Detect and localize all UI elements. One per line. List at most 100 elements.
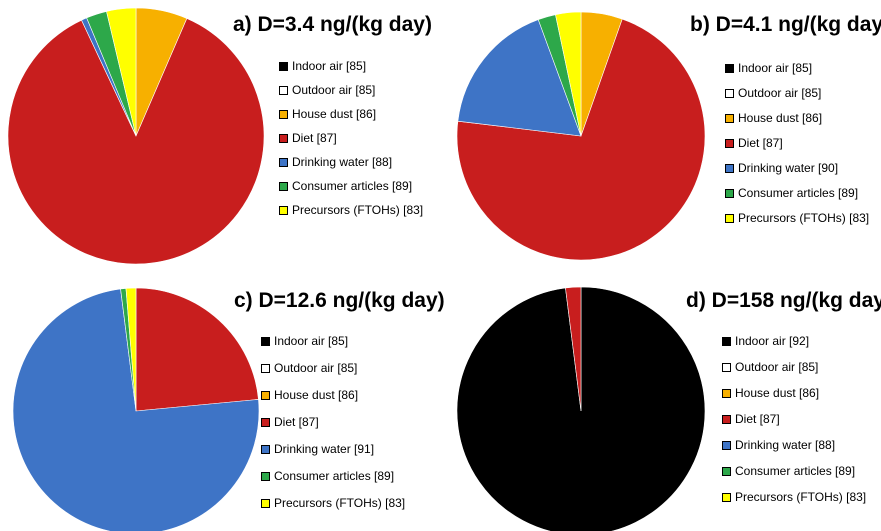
legend-item-b-indoor-air: Indoor air [85] [725, 60, 812, 76]
legend-item-b-drinking-water: Drinking water [90] [725, 160, 838, 176]
pie-slice-b-diet [456, 18, 706, 261]
legend-swatch [725, 88, 734, 98]
legend-item-d-drinking-water: Drinking water [88] [722, 437, 835, 453]
legend-swatch [725, 138, 734, 148]
legend-item-a-precursors-ftohs: Precursors (FTOHs) [83] [279, 202, 423, 218]
legend-swatch [279, 109, 288, 119]
legend-swatch [261, 390, 270, 400]
legend-item-d-precursors-ftohs: Precursors (FTOHs) [83] [722, 489, 866, 505]
legend-item-c-consumer-articles: Consumer articles [89] [261, 468, 394, 484]
legend-item-a-outdoor-air: Outdoor air [85] [279, 82, 375, 98]
legend-swatch [722, 414, 731, 424]
chart-title-a: a) D=3.4 ng/(kg day) [233, 13, 432, 36]
legend-swatch [725, 163, 734, 173]
pie-slice-d-diet [565, 286, 582, 412]
legend-label: Indoor air [92] [735, 334, 810, 348]
legend-item-d-outdoor-air: Outdoor air [85] [722, 359, 818, 375]
legend-label: House dust [86] [738, 111, 823, 125]
legend-item-c-indoor-air: Indoor air [85] [261, 333, 348, 349]
legend-swatch [279, 157, 288, 167]
legend-item-c-outdoor-air: Outdoor air [85] [261, 360, 357, 376]
legend-swatch [722, 440, 731, 450]
legend-item-b-precursors-ftohs: Precursors (FTOHs) [83] [725, 210, 869, 226]
legend-item-b-consumer-articles: Consumer articles [89] [725, 185, 858, 201]
legend-item-b-outdoor-air: Outdoor air [85] [725, 85, 821, 101]
legend-item-a-drinking-water: Drinking water [88] [279, 154, 392, 170]
legend-item-b-diet: Diet [87] [725, 135, 783, 151]
chart-title-b: b) D=4.1 ng/(kg day) [690, 13, 881, 36]
legend-swatch [722, 388, 731, 398]
legend-item-a-house-dust: House dust [86] [279, 106, 376, 122]
legend-label: Indoor air [85] [292, 59, 367, 73]
legend-item-d-house-dust: House dust [86] [722, 385, 819, 401]
legend-item-a-consumer-articles: Consumer articles [89] [279, 178, 412, 194]
pie-slice-c-drinking-water [12, 288, 260, 531]
legend-swatch [725, 63, 734, 73]
legend-label: Precursors (FTOHs) [83] [735, 490, 867, 504]
legend-swatch [279, 205, 288, 215]
legend-label: Outdoor air [85] [735, 360, 819, 374]
pie-slice-a-diet [7, 18, 265, 265]
pie-slice-c-precursors-ftohs [125, 287, 137, 412]
legend-label: Indoor air [85] [274, 334, 349, 348]
legend-label: Drinking water [88] [292, 155, 393, 169]
legend-item-c-house-dust: House dust [86] [261, 387, 358, 403]
legend-label: Outdoor air [85] [274, 361, 358, 375]
chart-title-c: c) D=12.6 ng/(kg day) [234, 289, 445, 312]
pie-slice-a-precursors-ftohs [106, 7, 137, 137]
legend-swatch [261, 417, 270, 427]
chart-title-d: d) D=158 ng/(kg day) [686, 289, 881, 312]
legend-item-d-diet: Diet [87] [722, 411, 780, 427]
legend-swatch [279, 85, 288, 95]
legend-label: Consumer articles [89] [274, 469, 395, 483]
legend-label: Consumer articles [89] [738, 186, 859, 200]
legend-label: House dust [86] [274, 388, 359, 402]
legend-swatch [725, 213, 734, 223]
legend-label: Consumer articles [89] [735, 464, 856, 478]
legend-label: Precursors (FTOHs) [83] [738, 211, 870, 225]
legend-swatch [722, 336, 731, 346]
legend-label: Drinking water [91] [274, 442, 375, 456]
legend-swatch [722, 466, 731, 476]
legend-swatch [261, 363, 270, 373]
legend-swatch [261, 336, 270, 346]
legend-item-a-indoor-air: Indoor air [85] [279, 58, 366, 74]
legend-label: Consumer articles [89] [292, 179, 413, 193]
legend-item-d-consumer-articles: Consumer articles [89] [722, 463, 855, 479]
legend-item-c-drinking-water: Drinking water [91] [261, 441, 374, 457]
legend-label: House dust [86] [292, 107, 377, 121]
legend-swatch [261, 444, 270, 454]
pie-slice-b-drinking-water [457, 19, 582, 137]
legend-label: Indoor air [85] [738, 61, 813, 75]
legend-label: Diet [87] [274, 415, 319, 429]
pie-slice-b-precursors-ftohs [555, 11, 582, 137]
legend-item-a-diet: Diet [87] [279, 130, 337, 146]
legend-swatch [261, 471, 270, 481]
legend-swatch [725, 188, 734, 198]
legend-label: House dust [86] [735, 386, 820, 400]
pie-slice-c-diet [135, 287, 259, 412]
legend-swatch [279, 61, 288, 71]
legend-label: Diet [87] [735, 412, 780, 426]
legend-swatch [722, 362, 731, 372]
legend-label: Precursors (FTOHs) [83] [274, 496, 406, 510]
legend-swatch [722, 492, 731, 502]
legend-label: Drinking water [88] [735, 438, 836, 452]
legend-item-d-indoor-air: Indoor air [92] [722, 333, 809, 349]
legend-label: Diet [87] [292, 131, 337, 145]
legend-swatch [725, 113, 734, 123]
legend-swatch [279, 133, 288, 143]
legend-swatch [261, 498, 270, 508]
legend-swatch [279, 181, 288, 191]
legend-label: Precursors (FTOHs) [83] [292, 203, 424, 217]
legend-label: Drinking water [90] [738, 161, 839, 175]
legend-item-c-precursors-ftohs: Precursors (FTOHs) [83] [261, 495, 405, 511]
legend-label: Outdoor air [85] [738, 86, 822, 100]
legend-label: Diet [87] [738, 136, 783, 150]
legend-item-b-house-dust: House dust [86] [725, 110, 822, 126]
legend-item-c-diet: Diet [87] [261, 414, 319, 430]
